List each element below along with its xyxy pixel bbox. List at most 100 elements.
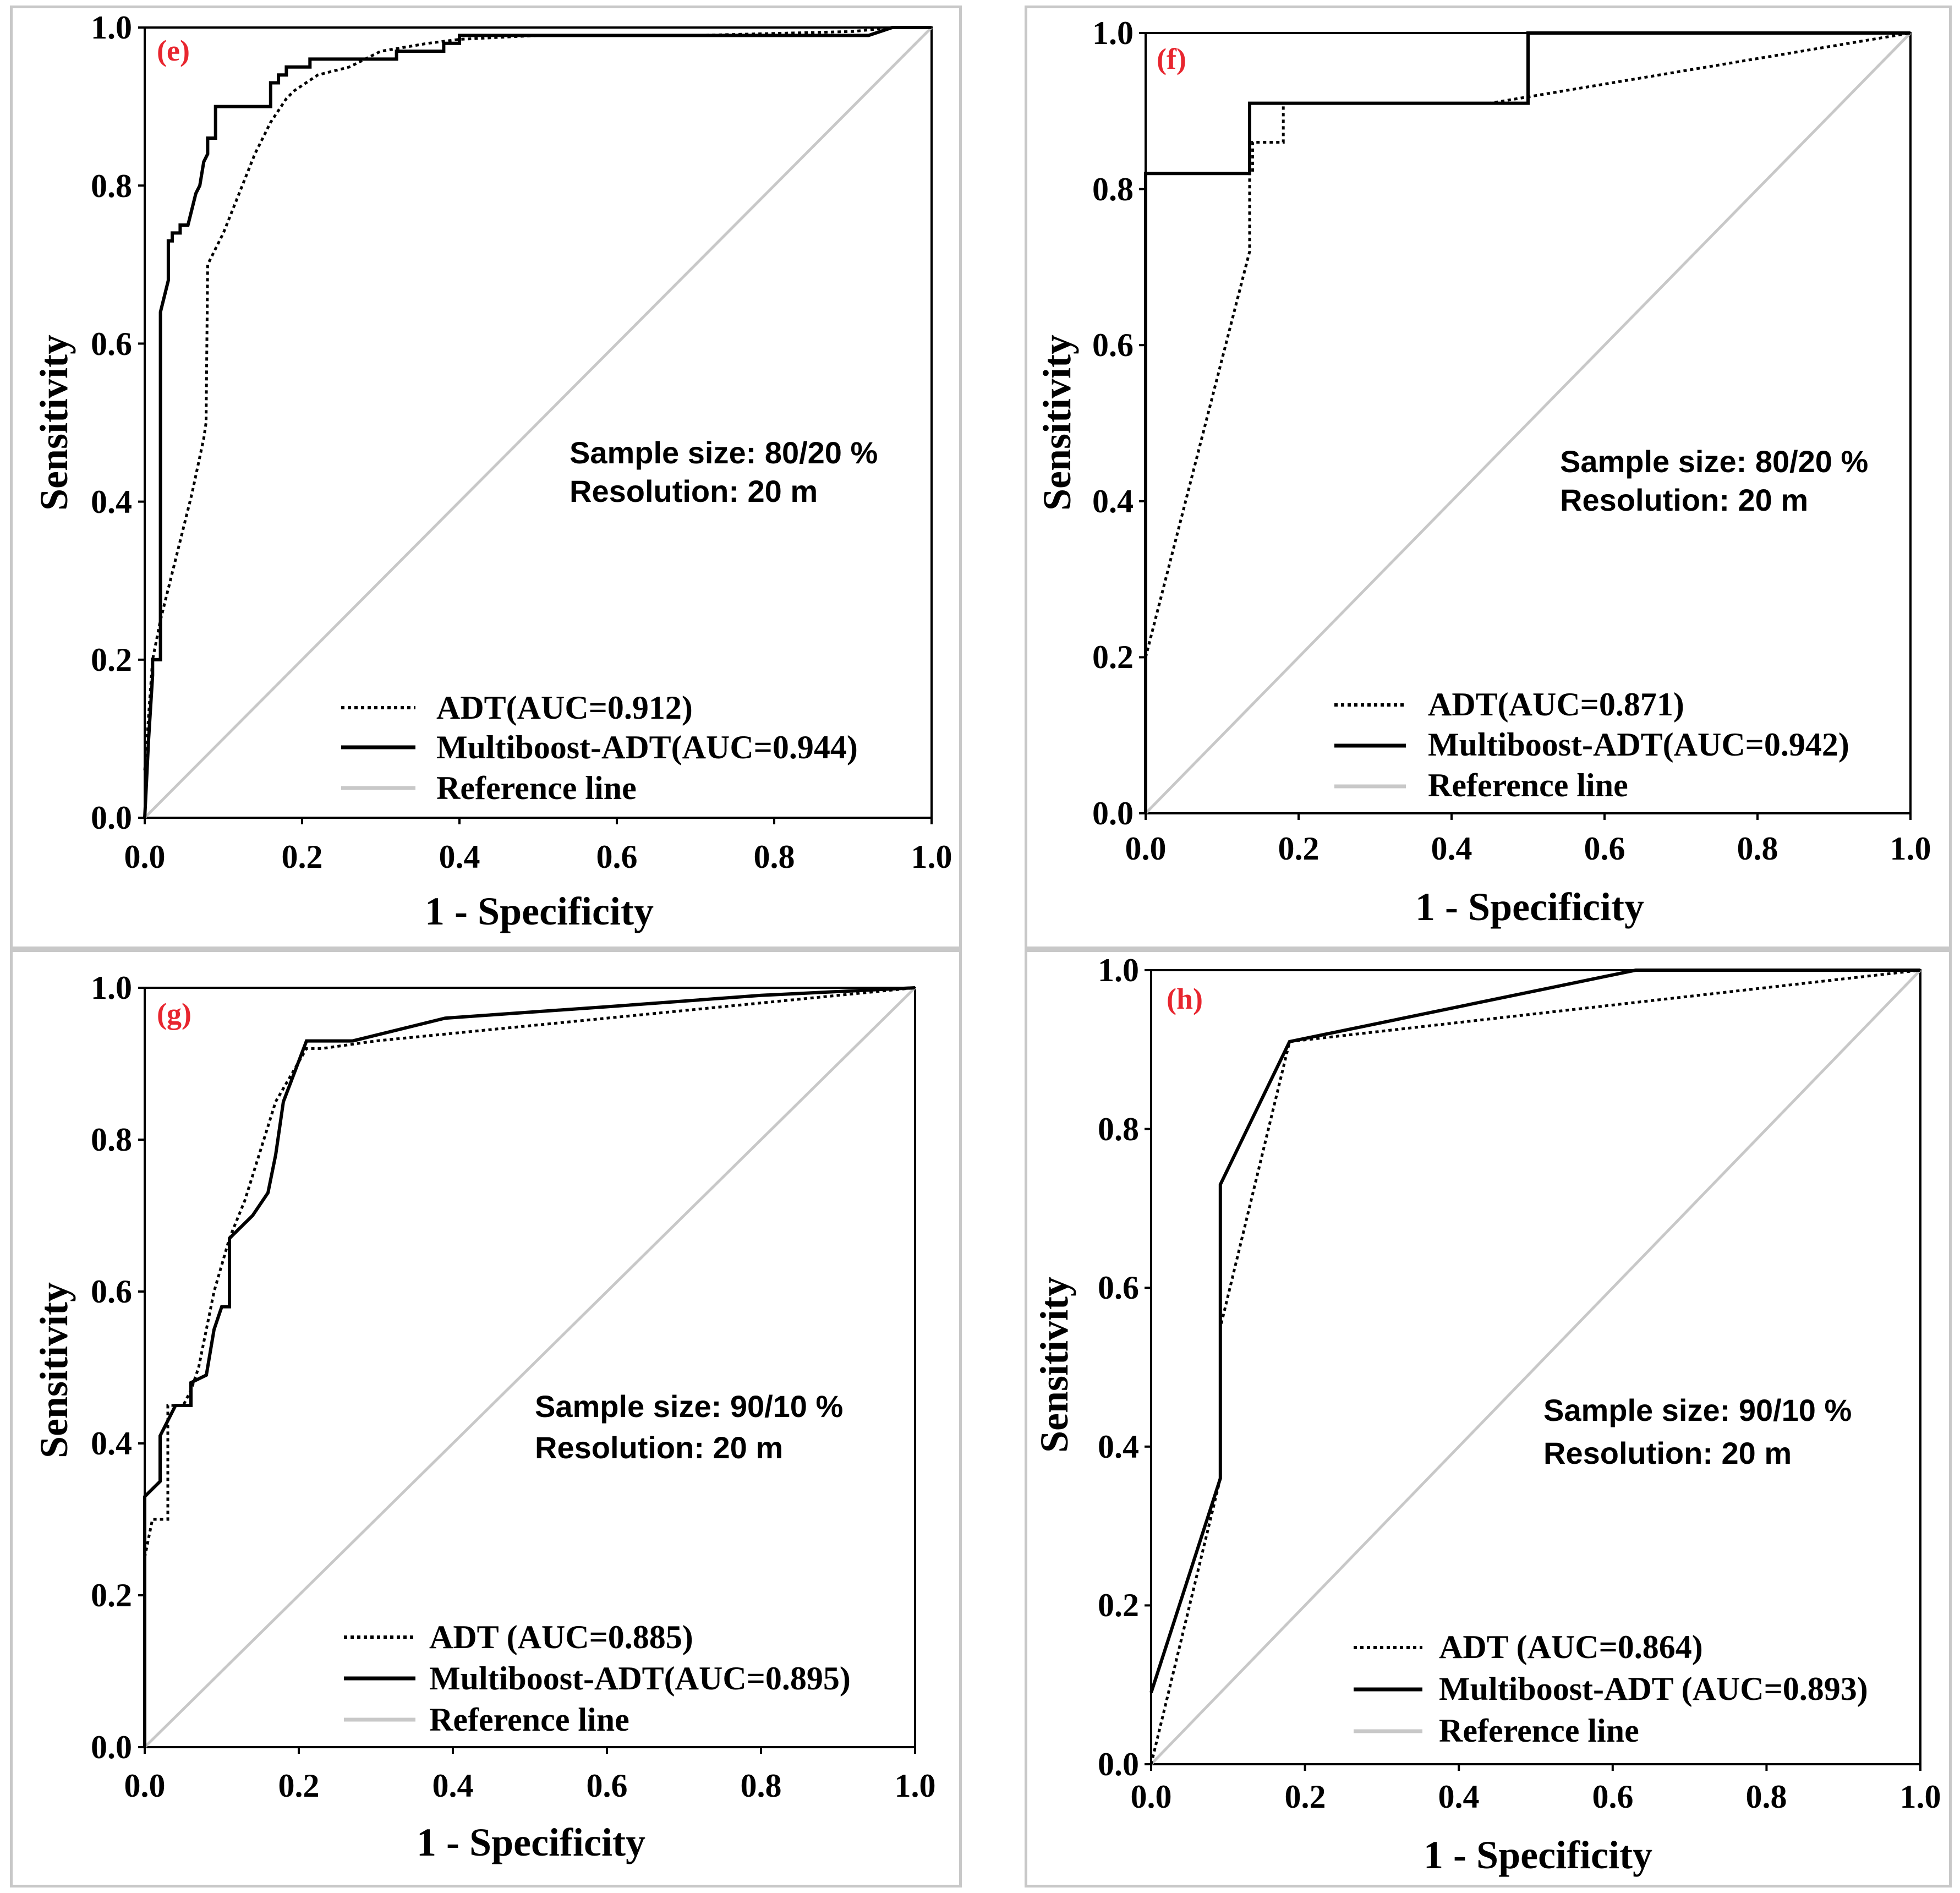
x-tick-label: 0.8: [1737, 830, 1778, 867]
x-tick-label: 1.0: [1890, 830, 1931, 867]
reference-line-g: [144, 987, 916, 1748]
y-tick-label: 0.0: [1098, 1746, 1139, 1782]
annotation-resolution-h: Resolution: 20 m: [1543, 1436, 1792, 1470]
y-tick-label: 0.4: [1092, 483, 1134, 519]
x-axis-title-f: 1 - Specificity: [1415, 885, 1644, 929]
y-axis-title-h: Sensitivity: [1032, 1277, 1076, 1453]
y-tick-label: 1.0: [91, 9, 132, 46]
y-axis-title-e: Sensitivity: [32, 335, 76, 511]
x-tick-label: 0.6: [596, 839, 638, 875]
panel-f: (f) Sample size: 80/20 % Resolution: 20 …: [1035, 15, 1931, 929]
x-tick-label: 0.8: [741, 1768, 782, 1804]
legend-label-adt: ADT (AUC=0.864): [1439, 1629, 1703, 1665]
y-tick-label: 0.0: [91, 800, 132, 836]
legend-label-reference: Reference line: [1439, 1713, 1639, 1749]
x-axis-title-g: 1 - Specificity: [417, 1820, 645, 1864]
reference-line-e: [144, 26, 933, 819]
panel-label-f: (f): [1157, 42, 1186, 75]
x-tick-label: 0.4: [1431, 830, 1472, 867]
x-tick-label: 0.6: [1592, 1779, 1634, 1815]
x-tick-label: 0.0: [124, 1768, 166, 1804]
x-tick-label: 0.6: [587, 1768, 628, 1804]
y-axis-title-f: Sensitivity: [1035, 335, 1079, 511]
legend-label-multiboost: Multiboost-ADT(AUC=0.944): [436, 729, 858, 765]
y-tick-label: 0.2: [91, 642, 132, 678]
y-tick-label: 1.0: [1092, 15, 1134, 51]
y-tick-label: 0.6: [91, 1273, 132, 1310]
legend-label-multiboost: Multiboost-ADT(AUC=0.895): [429, 1660, 851, 1697]
y-tick-label: 0.8: [91, 168, 132, 204]
x-tick-label: 0.0: [1131, 1779, 1172, 1815]
x-tick-label: 0.2: [278, 1768, 320, 1804]
plot-frame-h: [1150, 969, 1921, 1765]
x-axis-title-e: 1 - Specificity: [425, 889, 654, 933]
y-tick-label: 0.4: [1098, 1429, 1139, 1465]
adt-curve-f: [1144, 31, 1911, 658]
x-tick-label: 0.6: [1584, 830, 1625, 867]
x-tick-label: 0.4: [1438, 1779, 1480, 1815]
x-axis-title-h: 1 - Specificity: [1424, 1833, 1652, 1877]
adt-curve-g: [143, 986, 916, 1558]
legend-label-adt: ADT(AUC=0.871): [1428, 686, 1684, 723]
y-tick-label: 0.4: [91, 484, 132, 520]
panel-h: (h) Sample size: 90/10 % Resolution: 20 …: [1032, 952, 1941, 1877]
multiboost-adt-curve-e: [143, 26, 932, 818]
x-tick-label: 0.2: [1285, 1779, 1326, 1815]
x-tick-label: 0.0: [124, 839, 166, 875]
y-tick-label: 0.8: [1098, 1111, 1139, 1147]
y-tick-label: 0.2: [91, 1577, 132, 1613]
legend-label-adt: ADT (AUC=0.885): [429, 1619, 693, 1655]
y-tick-label: 0.6: [91, 326, 132, 362]
x-tick-label: 1.0: [911, 839, 952, 875]
y-tick-label: 0.2: [1092, 639, 1134, 675]
x-tick-label: 0.8: [754, 839, 795, 875]
panel-h-frame: [1025, 949, 1952, 1887]
annotation-resolution-f: Resolution: 20 m: [1560, 483, 1808, 517]
legend-label-multiboost: Multiboost-ADT (AUC=0.893): [1439, 1671, 1868, 1707]
x-tick-label: 0.2: [282, 839, 323, 875]
x-tick-label: 0.4: [432, 1768, 474, 1804]
multiboost-adt-curve-f: [1144, 31, 1910, 813]
reference-line-h: [1150, 969, 1921, 1765]
x-tick-label: 1.0: [895, 1768, 936, 1804]
y-tick-label: 1.0: [91, 970, 132, 1006]
annotation-sample-size-g: Sample size: 90/10 %: [535, 1389, 843, 1424]
y-tick-label: 0.6: [1092, 327, 1134, 363]
y-tick-label: 0.0: [91, 1729, 132, 1765]
plot-frame-g: [144, 987, 916, 1748]
panel-label-g: (g): [157, 997, 191, 1030]
legend-label-reference: Reference line: [429, 1701, 629, 1738]
plot-frame-e: [144, 26, 933, 819]
annotation-sample-size-f: Sample size: 80/20 %: [1560, 444, 1868, 479]
legend-label-multiboost: Multiboost-ADT(AUC=0.942): [1428, 726, 1849, 763]
panel-f-frame: [1025, 6, 1952, 949]
legend-label-reference: Reference line: [1428, 767, 1628, 803]
annotation-resolution-e: Resolution: 20 m: [570, 474, 818, 508]
panel-g: (g) Sample size: 90/10 % Resolution: 20 …: [32, 970, 936, 1864]
adt-curve-e: [143, 26, 932, 770]
legend-label-adt: ADT(AUC=0.912): [436, 690, 693, 726]
y-tick-label: 0.0: [1092, 795, 1134, 831]
panel-label-h: (h): [1167, 982, 1203, 1015]
x-tick-label: 0.0: [1125, 830, 1167, 867]
x-tick-label: 0.8: [1746, 1779, 1787, 1815]
y-axis-title-g: Sensitivity: [32, 1282, 76, 1458]
x-tick-label: 0.4: [439, 839, 480, 875]
multiboost-adt-curve-g: [143, 986, 916, 1747]
annotation-resolution-g: Resolution: 20 m: [535, 1430, 783, 1465]
reference-line-f: [1145, 32, 1912, 814]
x-tick-label: 1.0: [1900, 1779, 1941, 1815]
y-tick-label: 0.4: [91, 1425, 132, 1462]
panel-label-e: (e): [157, 34, 190, 67]
y-tick-label: 0.8: [91, 1121, 132, 1158]
y-tick-label: 0.6: [1098, 1270, 1139, 1306]
y-tick-label: 0.2: [1098, 1587, 1139, 1623]
annotation-sample-size-e: Sample size: 80/20 %: [570, 435, 878, 470]
y-tick-label: 1.0: [1098, 952, 1139, 988]
x-tick-label: 0.2: [1278, 830, 1320, 867]
y-tick-label: 0.8: [1092, 171, 1134, 207]
panel-e: (e) Sample size: 80/20 % Resolution: 20 …: [32, 9, 952, 933]
curves-layer: [138, 26, 1921, 1771]
multiboost-adt-curve-h: [1149, 969, 1920, 1694]
